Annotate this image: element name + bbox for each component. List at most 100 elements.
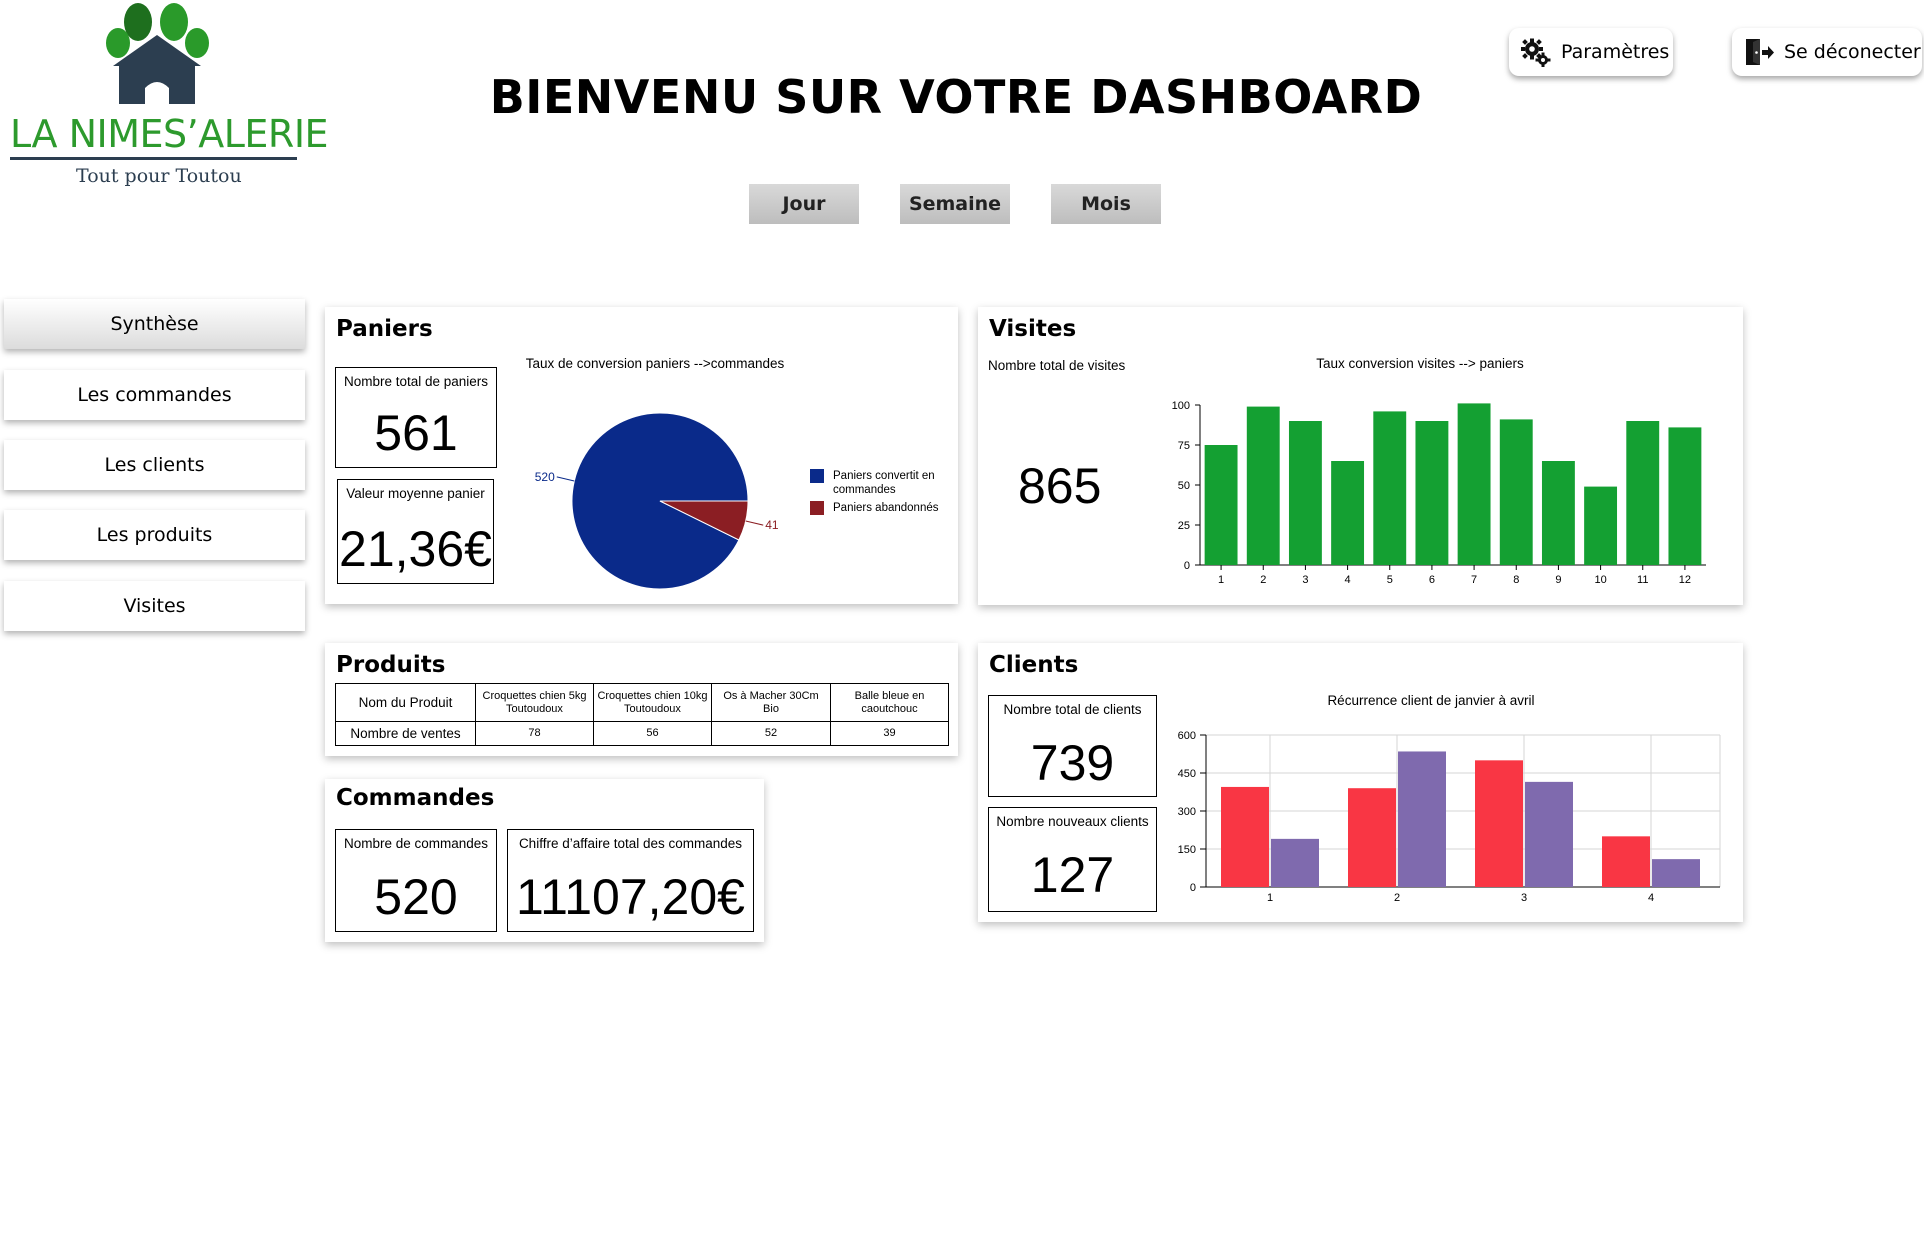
product-sales-cell: 52 bbox=[711, 721, 831, 746]
period-week-button[interactable]: Semaine bbox=[900, 184, 1010, 224]
clients-chart-title: Récurrence client de janvier à avril bbox=[1327, 693, 1534, 708]
logout-button[interactable]: Se déconecter bbox=[1732, 28, 1922, 76]
x-tick-label: 3 bbox=[1521, 892, 1527, 904]
product-sales-cell: 78 bbox=[475, 721, 594, 746]
visites-bar bbox=[1246, 406, 1280, 565]
paw-house-icon bbox=[106, 3, 209, 104]
produits-card: Produits Nom du Produit Croquettes chien… bbox=[325, 643, 958, 756]
x-tick-label: 2 bbox=[1260, 574, 1266, 586]
pie-value-label: 41 bbox=[765, 518, 779, 532]
produits-header-label: Nom du Produit bbox=[335, 683, 476, 722]
x-tick-label: 12 bbox=[1679, 574, 1691, 586]
y-tick-label: 600 bbox=[1178, 730, 1196, 742]
product-sales-cell: 39 bbox=[830, 721, 949, 746]
y-tick-label: 450 bbox=[1178, 768, 1196, 780]
y-tick-label: 0 bbox=[1184, 560, 1190, 572]
pie-leader-line bbox=[556, 476, 575, 482]
period-month-button[interactable]: Mois bbox=[1051, 184, 1161, 224]
commandes-title: Commandes bbox=[336, 785, 495, 811]
clients-title: Clients bbox=[989, 652, 1079, 678]
clients-bar bbox=[1602, 836, 1650, 887]
x-tick-label: 1 bbox=[1218, 574, 1224, 586]
page-title: BIENVENU SUR VOTRE DASHBOARD bbox=[489, 70, 1423, 124]
legend-swatch bbox=[810, 501, 824, 515]
sidebar-item-produits[interactable]: Les produits bbox=[4, 510, 305, 560]
x-tick-label: 6 bbox=[1429, 574, 1435, 586]
commandes-card: Commandes Nombre de commandes 520 Chiffr… bbox=[325, 779, 764, 942]
clients-bar bbox=[1398, 751, 1446, 887]
sidebar-item-synthese[interactable]: Synthèse bbox=[4, 299, 305, 349]
product-name-cell: Os à Macher 30Cm Bio bbox=[711, 683, 831, 722]
visites-bar bbox=[1584, 486, 1618, 565]
x-tick-label: 5 bbox=[1387, 574, 1393, 586]
commandes-count-value: 520 bbox=[374, 869, 458, 925]
sidebar-item-commandes[interactable]: Les commandes bbox=[4, 370, 305, 420]
settings-button[interactable]: Paramètres bbox=[1509, 28, 1673, 76]
product-name-cell: Croquettes chien 10kg Toutoudoux bbox=[593, 683, 712, 722]
visites-bar bbox=[1415, 421, 1449, 565]
x-tick-label: 4 bbox=[1648, 892, 1654, 904]
pie-slice bbox=[659, 500, 749, 541]
period-day-button[interactable]: Jour bbox=[749, 184, 859, 224]
sign-out-icon bbox=[1746, 39, 1774, 65]
paniers-total-value: 561 bbox=[374, 405, 458, 461]
sidebar-item-visites[interactable]: Visites bbox=[4, 581, 305, 631]
brand-underline bbox=[10, 157, 297, 160]
visites-bar bbox=[1331, 461, 1365, 565]
produits-row-label: Nombre de ventes bbox=[335, 721, 476, 746]
clients-new-label: Nombre nouveaux clients bbox=[996, 814, 1149, 829]
product-name-cell: Balle bleue en caoutchouc bbox=[830, 683, 949, 722]
produits-title: Produits bbox=[336, 652, 446, 678]
visites-bar bbox=[1373, 411, 1407, 565]
clients-bar bbox=[1475, 760, 1523, 887]
produits-header-row: Nom du Produit Croquettes chien 5kg Tout… bbox=[335, 683, 949, 722]
paniers-total-label: Nombre total de paniers bbox=[343, 374, 489, 389]
paniers-avg-label: Valeur moyenne panier bbox=[346, 486, 485, 501]
x-tick-label: 1 bbox=[1267, 892, 1273, 904]
x-tick-label: 11 bbox=[1637, 574, 1648, 586]
commandes-revenue-value: 11107,20€ bbox=[516, 869, 745, 925]
pie-value-label: 520 bbox=[535, 470, 555, 484]
legend-label: Paniers abandonnés bbox=[833, 502, 939, 514]
visites-bar bbox=[1288, 421, 1322, 565]
clients-total-label: Nombre total de clients bbox=[1003, 702, 1142, 717]
produits-table: Nom du Produit Croquettes chien 5kg Tout… bbox=[335, 683, 949, 746]
commandes-revenue-label: Chiffre d’affaire total des commandes bbox=[518, 836, 743, 851]
pie-leader-line bbox=[745, 520, 764, 526]
paniers-pie-chart: Taux de conversion paniers -->commandes 5… bbox=[526, 356, 939, 590]
x-tick-label: 9 bbox=[1555, 574, 1561, 586]
x-tick-label: 7 bbox=[1471, 574, 1477, 586]
visites-bar bbox=[1541, 461, 1575, 565]
sidebar-item-clients[interactable]: Les clients bbox=[4, 440, 305, 490]
brand-logo: LA NIMES’ALERIE Tout pour Toutou bbox=[0, 0, 329, 195]
clients-total-value: 739 bbox=[1030, 735, 1115, 791]
y-tick-label: 25 bbox=[1178, 520, 1190, 532]
clients-total-box: Nombre total de clients 739 bbox=[988, 695, 1157, 797]
clients-bar-chart: Récurrence client de janvier à avril 0 150… bbox=[1178, 693, 1721, 904]
clients-bar bbox=[1652, 859, 1700, 887]
y-tick-label: 150 bbox=[1178, 844, 1196, 856]
y-tick-label: 0 bbox=[1190, 882, 1196, 894]
visites-bar bbox=[1499, 419, 1533, 565]
y-tick-label: 100 bbox=[1172, 400, 1190, 412]
visites-bar bbox=[1204, 445, 1238, 565]
clients-bar bbox=[1221, 786, 1269, 887]
clients-bar bbox=[1271, 838, 1319, 887]
visites-card: Visites Nombre total de visites 865 Taux… bbox=[978, 307, 1743, 605]
legend-label: Paniers convertit en bbox=[833, 470, 935, 482]
paniers-avg-value: 21,36€ bbox=[339, 521, 492, 577]
produits-sales-row: Nombre de ventes 78 56 52 39 bbox=[335, 721, 949, 746]
visites-bar bbox=[1457, 403, 1491, 565]
clients-new-value: 127 bbox=[1030, 847, 1115, 903]
visites-title: Visites bbox=[989, 316, 1077, 342]
paniers-card: Paniers Nombre total de paniers 561 Vale… bbox=[325, 307, 958, 604]
clients-new-box: Nombre nouveaux clients 127 bbox=[988, 807, 1157, 912]
visites-bar bbox=[1668, 427, 1702, 565]
visites-total-label: Nombre total de visites bbox=[988, 358, 1126, 373]
visites-total-value: 865 bbox=[1018, 458, 1102, 514]
x-tick-label: 2 bbox=[1394, 892, 1400, 904]
x-tick-label: 8 bbox=[1513, 574, 1519, 586]
product-name-cell: Croquettes chien 5kg Toutoudoux bbox=[475, 683, 594, 722]
x-tick-label: 4 bbox=[1345, 574, 1351, 586]
settings-label: Paramètres bbox=[1561, 41, 1670, 63]
